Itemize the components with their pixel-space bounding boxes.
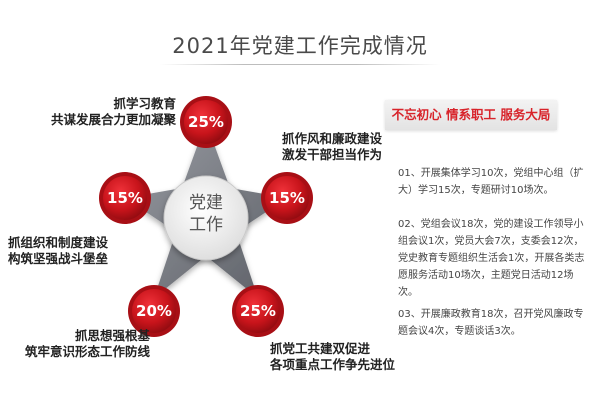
node-right-percent: 15%: [269, 189, 305, 207]
detail-item-3: 03、开展廉政教育18次，召开党风廉政专题会议4次，专题谈话3次。: [398, 309, 584, 337]
node-top-percent: 25%: [188, 113, 224, 131]
node-bottom-left-percent: 20%: [136, 302, 172, 320]
detail-item-2: 02、党组会议18次，党的建设工作领导小组会议1次，党员大会7次，支委会12次，…: [398, 219, 585, 298]
node-bottom-right-percent: 25%: [240, 302, 276, 320]
center-label: 党建 工作: [178, 192, 234, 236]
title-divider: [160, 64, 440, 65]
page-title: 2021年党建工作完成情况: [172, 34, 428, 58]
node-right: [261, 172, 313, 224]
caption-ideology: 抓思想强根基 筑牢意识形态工作防线: [24, 328, 150, 359]
center-label-line1: 党建: [189, 193, 223, 213]
node-bottom-left: [128, 285, 180, 337]
center-label-line2: 工作: [189, 215, 223, 235]
node-top: [180, 96, 232, 148]
node-left: [99, 172, 151, 224]
caption-cobuilding: 抓党工共建双促进 各项重点工作争先进位: [270, 341, 396, 372]
detail-item-1: 01、开展集体学习10次，党组中心组（扩大）学习15次，专题研讨10场次。: [398, 168, 584, 196]
slogan-banner: 不忘初心 情系职工 服务大局: [385, 100, 557, 130]
center-hub: [163, 175, 249, 261]
caption-study: 抓学习教育 共谋发展合力更加凝聚: [50, 96, 176, 127]
node-bottom-right: [232, 285, 284, 337]
node-left-percent: 15%: [107, 189, 143, 207]
caption-organization: 抓组织和制度建设 构筑坚强战斗堡垒: [8, 235, 109, 266]
caption-conduct: 抓作风和廉政建设 激发干部担当作为: [282, 131, 383, 162]
